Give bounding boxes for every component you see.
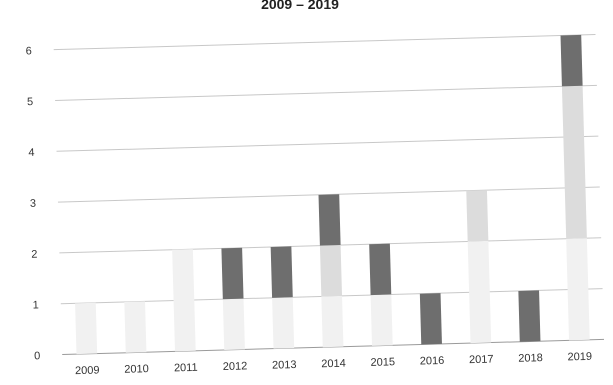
bar-segment [272, 297, 295, 349]
x-tick-label: 2017 [469, 353, 494, 366]
x-tick-label: 2012 [223, 360, 248, 373]
bar-segment [124, 301, 147, 353]
y-tick-label: 0 [34, 350, 40, 362]
bar-segment [321, 295, 344, 348]
bar-segment [172, 249, 196, 352]
bar-segment [561, 85, 587, 239]
x-tick-label: 2011 [174, 362, 198, 375]
bar-segment [419, 293, 442, 345]
x-tick-label: 2016 [420, 355, 445, 368]
x-tick-label: 2013 [272, 359, 297, 372]
x-tick-label: 2015 [370, 356, 395, 369]
plot-area: 0 1 2 3 4 5 6 2009 2010 2011 2012 2013 2014 2015 2016… [25, 34, 605, 377]
bar-segment [318, 194, 341, 246]
y-tick-label: 3 [30, 198, 36, 210]
bar-segment [518, 290, 541, 342]
bar-segment [566, 238, 590, 341]
x-tick-label: 2018 [518, 352, 543, 365]
y-tick-label: 1 [33, 299, 39, 311]
bar-segment [75, 302, 98, 355]
bar-segment [222, 298, 245, 351]
y-tick-label: 5 [27, 96, 33, 108]
bar-segment [221, 247, 244, 300]
bar-segment [270, 246, 293, 298]
y-tick-label: 6 [25, 45, 31, 57]
gridline [56, 135, 599, 152]
y-tick-labels: 0 1 2 3 4 5 6 [25, 45, 40, 362]
bar-segment [370, 294, 393, 346]
chart-title: 2009 – 2019 [261, 0, 339, 12]
y-tick-label: 2 [31, 249, 37, 261]
bars [75, 34, 590, 355]
bar-segment [466, 190, 489, 242]
x-tick-labels: 2009 2010 2011 2012 2013 2014 2015 2016 2017 2018… [75, 351, 592, 377]
x-tick-label: 2019 [567, 351, 592, 364]
bar-segment [369, 243, 392, 296]
y-tick-label: 4 [28, 147, 34, 159]
x-tick-label: 2009 [75, 365, 100, 378]
gridline [53, 34, 596, 51]
gridline [55, 84, 597, 101]
bar-segment [467, 240, 492, 344]
x-tick-label: 2010 [124, 363, 149, 376]
bar-segment [560, 34, 583, 87]
x-tick-label: 2014 [321, 358, 346, 371]
bar-segment [319, 245, 343, 297]
